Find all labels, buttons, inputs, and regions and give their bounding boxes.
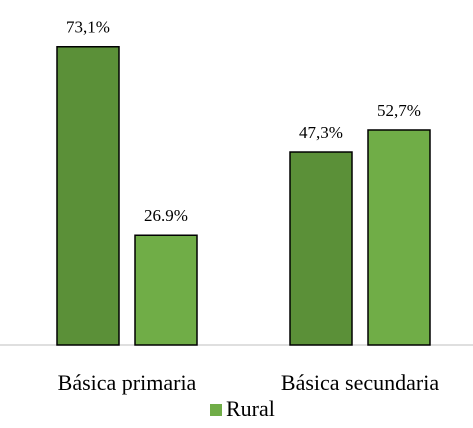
value-label: 73,1% <box>66 18 110 37</box>
value-label: 26.9% <box>144 206 188 225</box>
bar <box>289 151 353 346</box>
bar <box>367 129 431 346</box>
legend-label: Rural <box>226 396 275 421</box>
value-label: 52,7% <box>377 101 421 120</box>
x-tick-label: Básica primaria <box>58 370 197 395</box>
bar <box>134 234 198 346</box>
value-label: 47,3% <box>299 123 343 142</box>
x-tick-label: Básica secundaria <box>281 370 439 395</box>
legend-swatch <box>210 404 222 416</box>
bar <box>56 46 120 346</box>
